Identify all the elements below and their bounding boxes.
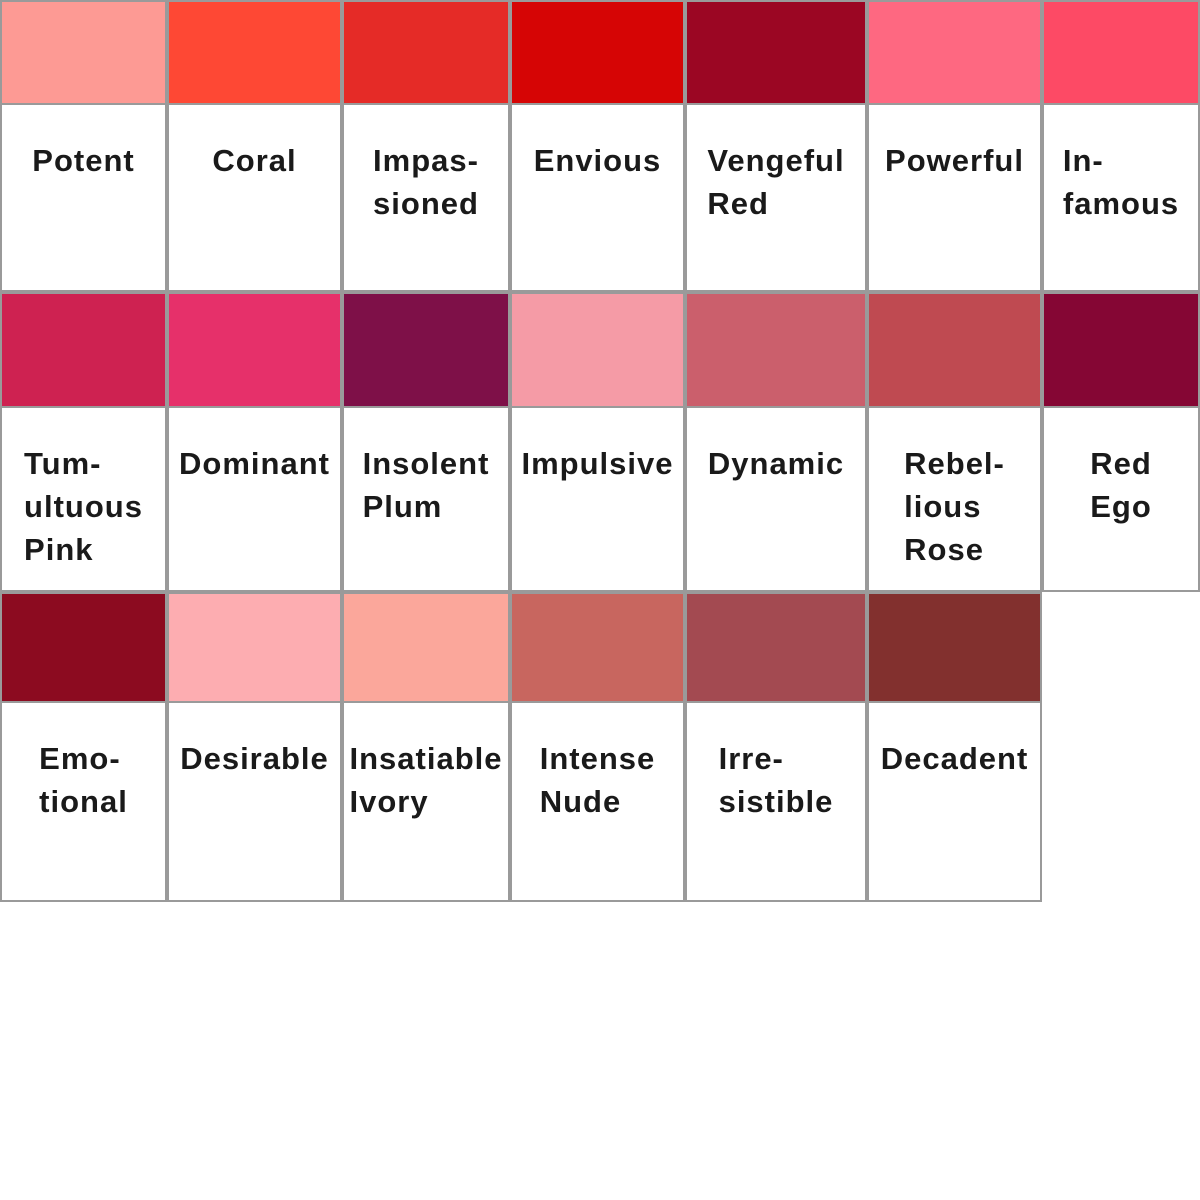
label-line: Dynamic [707,446,845,481]
color-swatch [1042,292,1200,408]
swatch-label: Dominant [167,408,342,592]
swatch-label: Potent [0,105,167,292]
swatch-label: Insolent Plum [342,408,510,592]
label-line: lious [904,489,982,524]
label-line: sioned [373,186,479,221]
color-swatch [342,592,510,703]
swatch-label: Coral [167,105,342,292]
label-line: Ivory [349,784,429,819]
swatch-label: Insatiable Ivory [342,703,510,902]
label-line: Nude [539,784,622,819]
swatch-label: Red Ego [1042,408,1200,592]
label-text: Insatiable Ivory [350,737,503,823]
label-text: In-famous [1063,139,1179,225]
swatch-label: Rebel-lious Rose [867,408,1042,592]
swatch-label: Desirable [167,703,342,902]
color-swatch [685,0,867,105]
label-line: famous [1062,186,1180,221]
swatch-label: Impas-sioned [342,105,510,292]
swatch-label: In-famous [1042,105,1200,292]
label-line: In- [1062,143,1104,178]
color-swatch [0,592,167,703]
swatch-label: Tum-ultuous Pink [0,408,167,592]
label-text: Impulsive [522,442,674,485]
swatch-label: Powerful [867,105,1042,292]
color-swatch [510,292,685,408]
label-text: Tum-ultuous Pink [24,442,143,571]
swatch-label: Envious [510,105,685,292]
label-line: Insolent [362,446,490,481]
label-text: Coral [212,139,296,182]
label-text: Impas-sioned [373,139,479,225]
label-line: Emo- [39,741,121,776]
label-line: Rebel- [904,446,1005,481]
label-line: Ego [1090,489,1152,524]
label-line: Plum [362,489,443,524]
label-text: Intense Nude [540,737,656,823]
label-text: Rebel-lious Rose [904,442,1005,571]
label-line: Red [707,186,769,221]
label-line: Pink [24,532,94,567]
color-swatch [167,292,342,408]
label-line: Insatiable [349,741,503,776]
label-line: Rose [904,532,984,567]
color-swatch [342,292,510,408]
label-line: Tum- [24,446,102,481]
color-swatch [685,292,867,408]
label-line: ultuous [24,489,143,524]
swatch-label: Emo-tional [0,703,167,902]
label-text: Emo-tional [39,737,128,823]
swatch-label: Irre-sistible [685,703,867,902]
swatch-label: Intense Nude [510,703,685,902]
color-swatch [167,0,342,105]
label-line: tional [39,784,128,819]
label-text: Powerful [885,139,1024,182]
label-line: Powerful [885,143,1024,178]
swatch-label: Vengeful Red [685,105,867,292]
swatch-label: Decadent [867,703,1042,902]
label-text: Vengeful Red [707,139,844,225]
label-text: Irre-sistible [719,737,834,823]
label-line: Envious [533,143,662,178]
label-text: Potent [32,139,134,182]
label-text: Insolent Plum [363,442,490,528]
label-line: sistible [718,784,834,819]
swatch-label: Impulsive [510,408,685,592]
color-swatch [167,592,342,703]
color-swatch [867,592,1042,703]
label-line: Desirable [180,741,329,776]
color-swatch [0,0,167,105]
label-text: Red Ego [1090,442,1152,528]
color-swatch [1042,0,1200,105]
label-text: Envious [534,139,662,182]
color-swatch [342,0,510,105]
color-swatch [867,292,1042,408]
label-text: Dominant [179,442,330,485]
label-line: Red [1090,446,1152,481]
label-line: Impulsive [521,446,674,481]
label-line: Decadent [880,741,1029,776]
label-line: Vengeful [707,143,845,178]
color-swatch [0,292,167,408]
label-text: Desirable [180,737,329,780]
label-text: Decadent [881,737,1029,780]
label-line: Intense [539,741,656,776]
color-swatch [867,0,1042,105]
color-swatch [510,592,685,703]
label-line: Potent [32,143,135,178]
label-line: Irre- [718,741,784,776]
label-line: Dominant [179,446,330,481]
swatch-label: Dynamic [685,408,867,592]
color-swatch [685,592,867,703]
color-swatch [510,0,685,105]
label-line: Coral [212,143,297,178]
label-text: Dynamic [708,442,844,485]
label-line: Impas- [373,143,479,178]
